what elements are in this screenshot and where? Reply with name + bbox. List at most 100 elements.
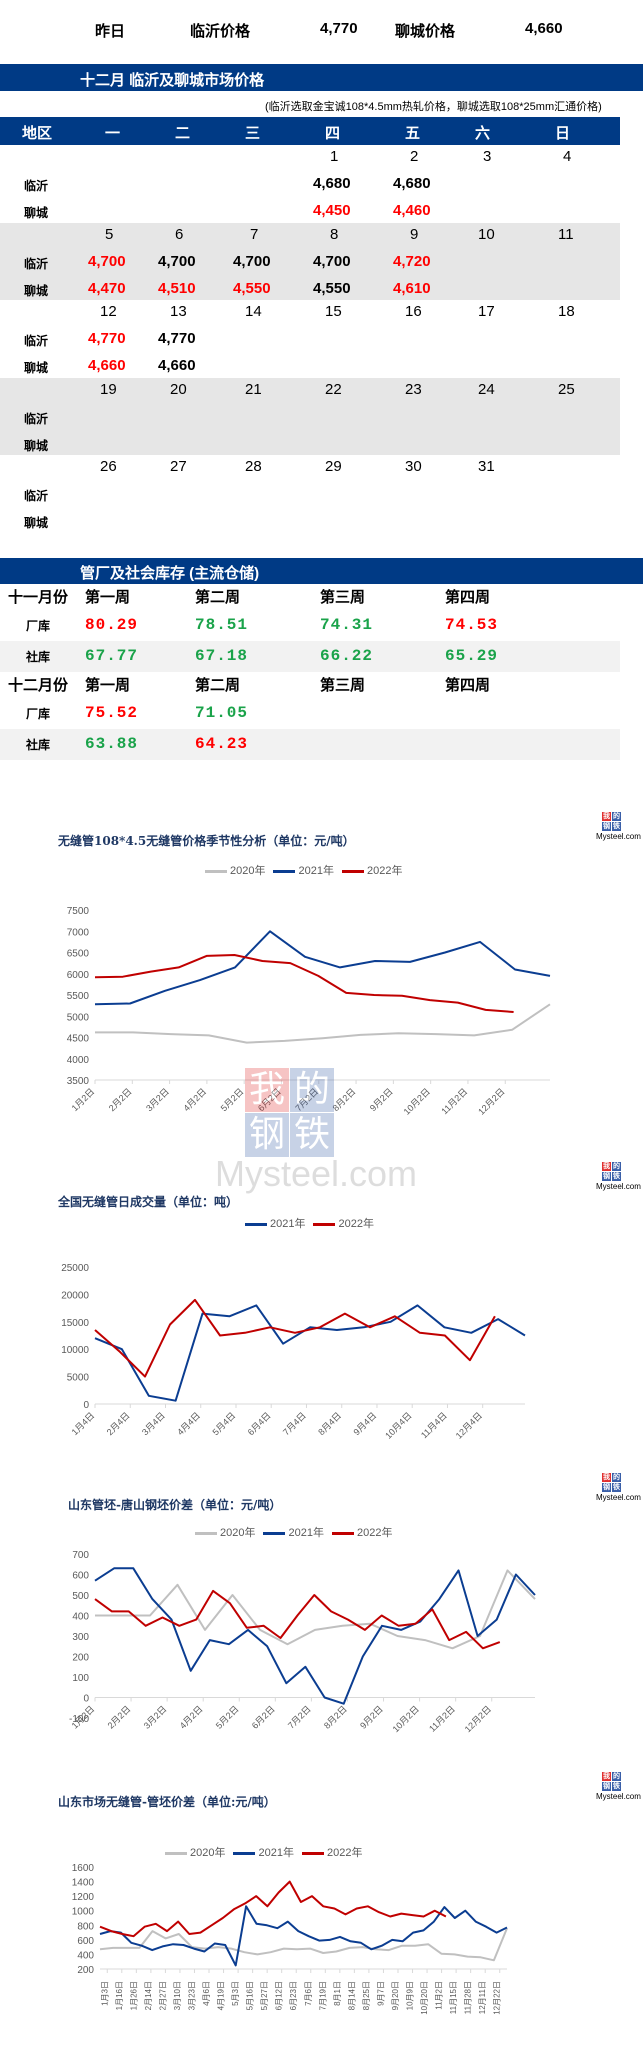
legend-swatch-icon [313,1222,336,1226]
legend-item: 2022年 [331,1524,392,1540]
svg-text:10月2日: 10月2日 [402,1086,432,1116]
svg-text:1400: 1400 [72,1878,95,1889]
svg-text:10000: 10000 [61,1345,89,1356]
logo-char: 我 [602,812,611,821]
legend-swatch-icon [165,1851,187,1855]
liaocheng-row-label: 聊城 [24,438,49,453]
chart-title: 山东市场无缝管-管坯价差（单位:元/吨） [58,1795,276,1809]
legend-label: 2022年 [338,1218,374,1230]
legend-swatch-icon [263,1531,286,1535]
svg-text:5月27日: 5月27日 [260,1981,269,2010]
svg-text:3月2日: 3月2日 [144,1086,171,1113]
linyi-price: 4,720 [393,252,431,270]
mysteel-logo: 我的钢铁 Mysteel.com [596,1772,641,1806]
svg-text:1月4日: 1月4日 [70,1410,97,1437]
svg-text:2月2日: 2月2日 [106,1704,133,1731]
calendar-note: (临沂选取金宝诚108*4.5mm热轧价格，聊城选取108*25mm汇通价格) [265,101,602,113]
linyi-price-label: 临沂价格 [190,23,251,40]
chart-title: 全国无缝管日成交量（单位：吨） [58,1195,239,1209]
calendar-day-number: 3 [483,148,492,165]
inventory-row-label: 厂库 [26,707,51,721]
svg-text:11月28日: 11月28日 [464,1981,473,2014]
svg-text:8月2日: 8月2日 [331,1086,358,1113]
liaocheng-row-label: 聊城 [24,516,49,530]
calendar-day-number: 19 [100,380,117,398]
calendar-day-number: 31 [478,458,495,475]
calendar-day-number: 15 [325,303,342,320]
logo-char: 的 [612,1473,621,1482]
svg-text:3月10日: 3月10日 [173,1981,182,2010]
yesterday-label: 昨日 [95,23,126,40]
calendar-header-0: 地区 [22,125,53,142]
logo-text: Mysteel.com [596,832,641,841]
inventory-header-cell: 第二周 [195,588,241,606]
svg-text:12月2日: 12月2日 [476,1086,506,1116]
linyi-row-label: 临沂 [24,489,49,503]
legend-label: 2022年 [366,865,403,877]
logo-char: 铁 [612,822,621,831]
logo-char: 的 [612,1772,621,1781]
inventory-value: 80.29 [85,616,139,634]
legend-item: 2020年 [165,1844,225,1860]
svg-text:6月2日: 6月2日 [256,1086,283,1113]
svg-text:8月1日: 8月1日 [333,1981,342,2006]
svg-text:12月4日: 12月4日 [454,1410,484,1440]
legend-item: 2021年 [273,862,334,878]
calendar-day-number: 4 [563,148,572,165]
legend-item: 2020年 [205,862,265,878]
liaocheng-price: 4,470 [88,279,126,297]
logo-char: 的 [612,812,621,821]
svg-text:6500: 6500 [67,949,90,960]
legend-item: 2021年 [263,1524,324,1540]
svg-text:1200: 1200 [72,1892,95,1903]
svg-text:10月9日: 10月9日 [406,1981,415,2010]
calendar-day-number: 24 [478,380,495,398]
legend-swatch-icon [273,869,296,873]
legend-item: 2022年 [301,1844,362,1860]
calendar-day-number: 22 [325,380,342,398]
svg-text:11月4日: 11月4日 [419,1410,449,1440]
svg-text:7000: 7000 [67,927,90,938]
liaocheng-row-label: 聊城 [24,283,49,298]
inventory-header-cell: 十一月份 [8,588,69,606]
calendar-day-number: 2 [410,148,419,165]
mysteel-logo: 我的钢铁 Mysteel.com [596,1162,641,1196]
yesterday-summary: 昨日 临沂价格 4,770 聊城价格 4,660 [0,20,643,46]
svg-text:15000: 15000 [61,1318,89,1329]
calendar-week-row: 19 20 21 22 23 24 25 临沂 聊城 [0,377,620,455]
svg-text:1600: 1600 [72,1863,95,1874]
legend-item: 2021年 [245,1215,305,1231]
svg-text:500: 500 [72,1591,89,1602]
inventory-header-cell: 第四周 [445,676,491,694]
chart-title: 山东管坯-唐山钢坯价差（单位：元/吨） [68,1498,282,1512]
line-chart-plot: 0 5000 10000 15000 20000 25000 1月4日 2月4日 3月4日 4月4… [61,1263,526,1441]
svg-text:12月11日: 12月11日 [478,1981,487,2014]
svg-text:4月2日: 4月2日 [178,1704,205,1731]
svg-text:2月27日: 2月27日 [158,1981,167,2010]
calendar-day-number: 23 [405,380,422,398]
logo-text: Mysteel.com [596,1182,641,1191]
calendar-day-number: 7 [250,225,259,243]
liaocheng-price-label: 聊城价格 [395,23,456,40]
calendar-day-number: 30 [405,458,422,475]
liaocheng-price: 4,510 [158,279,196,297]
svg-text:10月20日: 10月20日 [420,1981,429,2015]
svg-text:5月16日: 5月16日 [246,1981,255,2010]
svg-text:4月2日: 4月2日 [181,1086,208,1113]
svg-text:25000: 25000 [61,1263,89,1274]
calendar-title: 十二月 临沂及聊城市场价格 [80,72,265,89]
linyi-price: 4,680 [313,175,351,192]
legend-swatch-icon [301,1851,324,1855]
svg-text:300: 300 [72,1632,89,1643]
logo-text: Mysteel.com [596,1493,641,1502]
linyi-price-value: 4,770 [320,20,358,37]
svg-text:5月2日: 5月2日 [214,1704,241,1731]
svg-text:3月2日: 3月2日 [142,1704,169,1731]
calendar-day-number: 18 [558,303,575,320]
legend-label: 2020年 [190,1847,226,1859]
svg-text:200: 200 [77,1965,94,1976]
inventory-row-label: 社库 [26,650,51,664]
calendar-week-row: 26 27 28 29 30 31 临沂 聊城 [0,455,620,532]
calendar-day-number: 27 [170,458,187,475]
linyi-price: 4,700 [233,252,271,270]
